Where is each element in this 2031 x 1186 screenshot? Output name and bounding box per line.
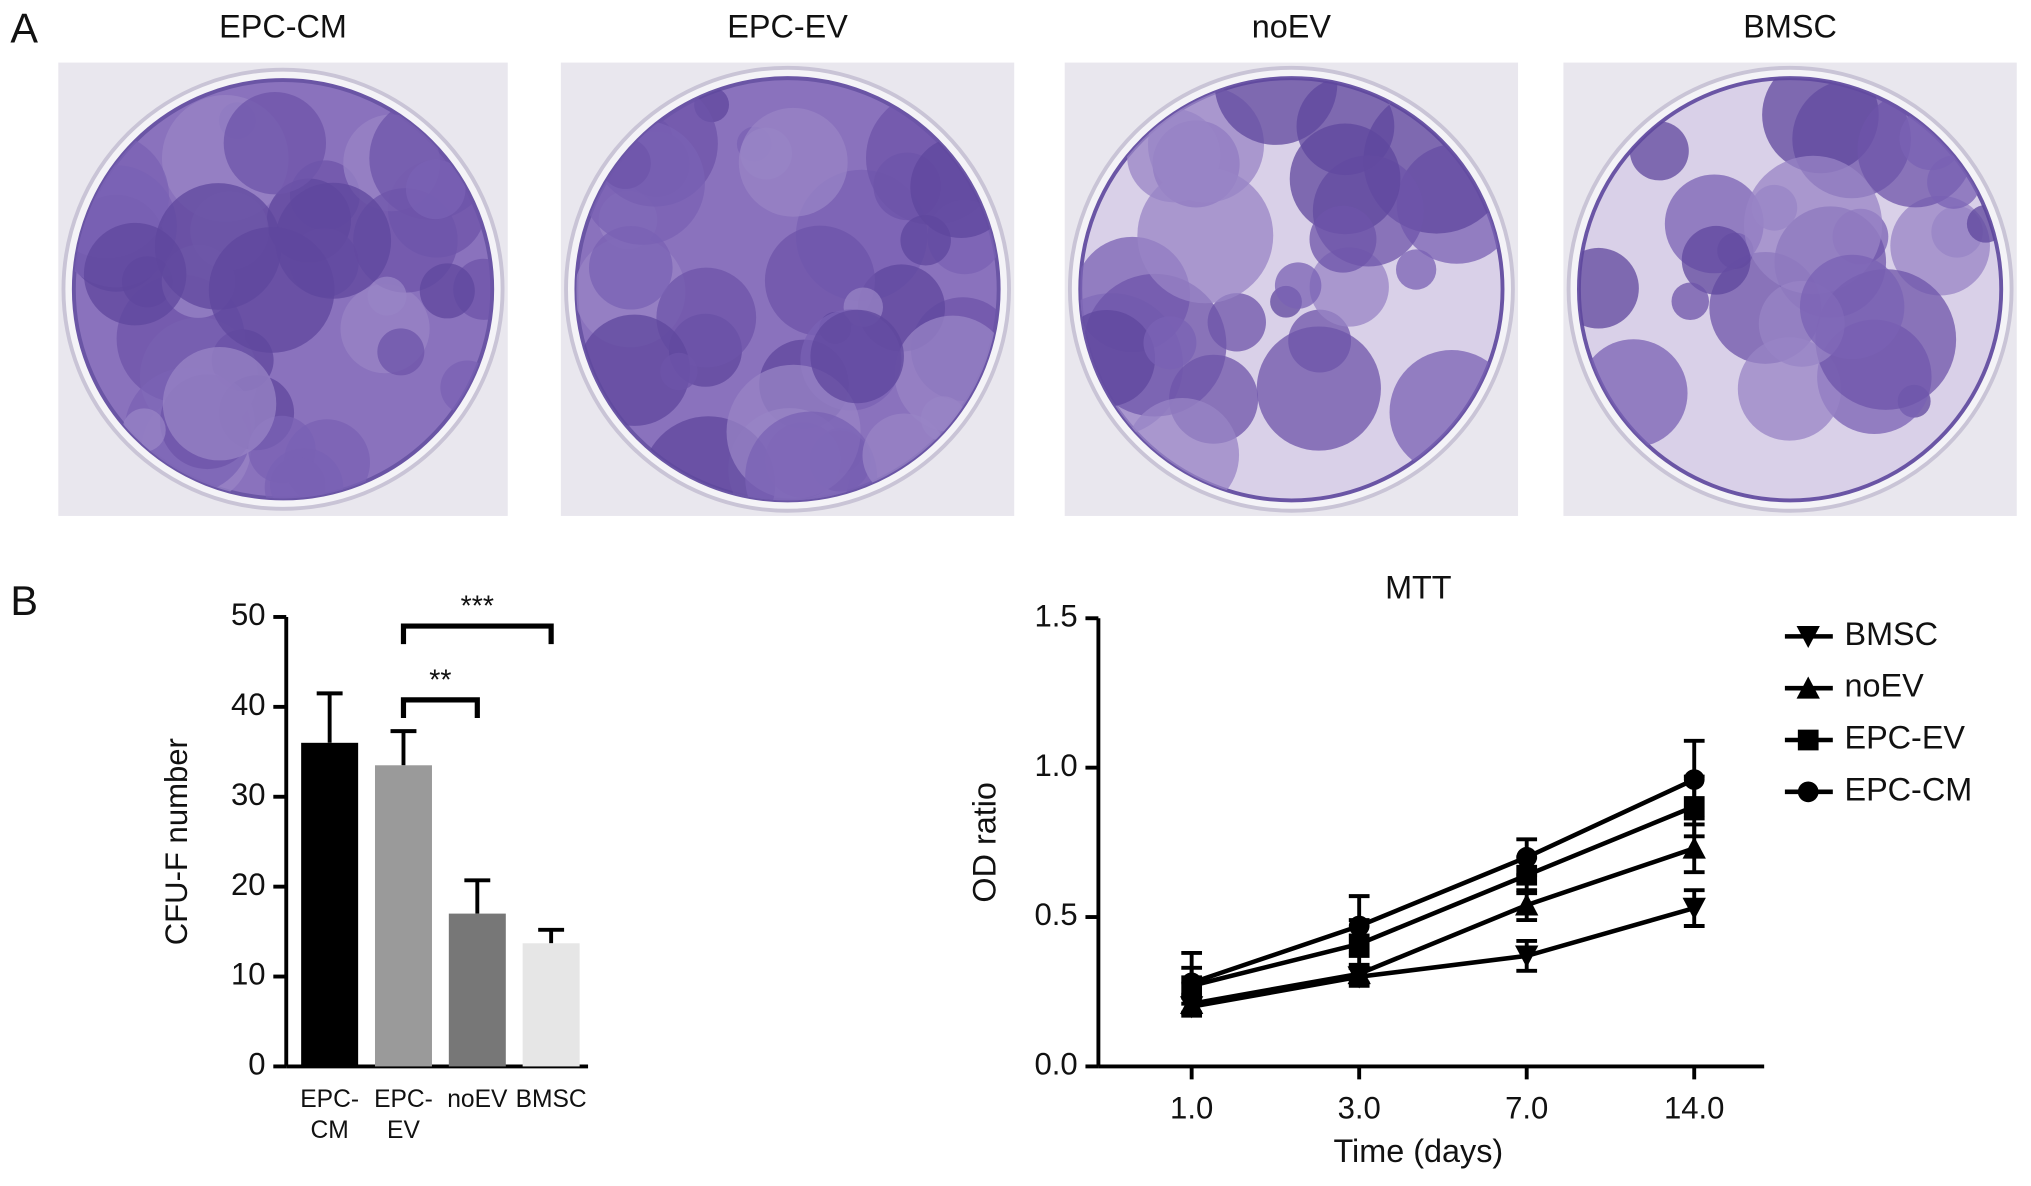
colony	[1137, 167, 1274, 304]
x-tick-line: EV	[387, 1117, 420, 1144]
significance-label: **	[429, 664, 451, 696]
bar	[522, 943, 580, 1067]
y-tick-label: 10	[231, 957, 266, 992]
y-tick-label: 0.5	[1034, 897, 1077, 932]
x-tick-line: noEV	[447, 1086, 508, 1113]
colony	[1143, 316, 1197, 370]
y-tick-label: 50	[231, 597, 266, 632]
colony	[223, 91, 327, 195]
marker	[1682, 897, 1706, 920]
legend-label: EPC-CM	[1844, 771, 1972, 807]
significance-bracket	[400, 623, 554, 645]
panel-label: B	[10, 577, 38, 624]
marker	[1516, 846, 1538, 868]
x-tick-line: EPC-	[300, 1086, 359, 1113]
marker	[1181, 972, 1203, 994]
colony	[738, 107, 848, 217]
image-label: EPC-CM	[219, 8, 347, 44]
y-axis-label: OD ratio	[967, 782, 1003, 903]
marker	[1797, 729, 1819, 751]
colony	[1681, 225, 1751, 295]
marker	[1515, 945, 1539, 968]
marker	[1515, 893, 1539, 916]
colony	[1256, 326, 1381, 451]
y-tick-label: 1.5	[1034, 598, 1077, 633]
image-label: EPC-EV	[727, 8, 848, 44]
colony	[1671, 282, 1710, 321]
colony	[1214, 78, 1338, 145]
colony	[208, 227, 335, 353]
x-tick-label: EPC- CM	[300, 1086, 359, 1144]
photo	[58, 62, 508, 516]
y-tick-label: 1.0	[1034, 748, 1077, 783]
marker	[1682, 836, 1706, 859]
y-axis-label: CFU-F number	[159, 738, 194, 945]
image-label: BMSC	[1743, 8, 1837, 44]
colony	[162, 346, 277, 461]
photo	[1563, 62, 2017, 516]
panel-label: A	[10, 4, 38, 51]
image-label: noEV	[1252, 8, 1332, 44]
marker	[1683, 769, 1705, 790]
photo	[1064, 62, 1519, 516]
x-tick-label: 1.0	[1170, 1091, 1213, 1126]
series-line	[1191, 846, 1695, 1006]
marker	[1797, 781, 1819, 803]
y-tick-label: 20	[231, 867, 266, 902]
colony	[745, 411, 878, 501]
bar	[374, 765, 432, 1067]
colony	[588, 225, 673, 310]
x-tick-label: noEV	[447, 1086, 508, 1113]
marker	[1347, 962, 1371, 985]
legend-label: EPC-EV	[1844, 720, 1965, 756]
colony	[1578, 247, 1639, 329]
colony	[1395, 249, 1437, 290]
bar	[301, 742, 359, 1067]
colony	[1289, 123, 1401, 235]
chart-title: MTT	[1385, 569, 1452, 605]
series-line	[1190, 777, 1696, 985]
y-tick-label: 0	[248, 1047, 265, 1082]
colony	[810, 309, 904, 404]
x-tick-label: EPC- EV	[374, 1086, 433, 1144]
bar	[448, 913, 506, 1067]
colonies	[576, 80, 999, 501]
marker	[1796, 626, 1820, 649]
x-tick-line: EPC-	[374, 1086, 433, 1113]
significance-bracket	[400, 697, 480, 718]
legend-label: noEV	[1844, 668, 1924, 704]
x-tick-line: BMSC	[516, 1086, 587, 1113]
marker	[1348, 915, 1370, 937]
legend-label: BMSC	[1844, 616, 1938, 652]
marker	[1796, 676, 1820, 699]
colony	[270, 457, 326, 499]
series-line	[1191, 804, 1696, 988]
colony	[1890, 195, 1990, 296]
series-line	[1191, 905, 1695, 1009]
colony	[367, 276, 407, 316]
x-tick-label: BMSC	[516, 1086, 587, 1113]
colony	[1309, 205, 1377, 273]
colony	[377, 328, 425, 376]
colony	[419, 263, 475, 319]
x-tick-line: CM	[311, 1117, 349, 1144]
significance-label: ***	[461, 590, 494, 622]
colony	[1751, 184, 1798, 231]
x-tick-label: 3.0	[1338, 1091, 1381, 1126]
x-tick-label: 7.0	[1505, 1091, 1548, 1126]
colony	[1274, 262, 1322, 309]
photo	[560, 62, 1015, 516]
colony	[405, 159, 466, 220]
colony	[1799, 254, 1905, 360]
colony	[660, 352, 698, 391]
y-tick-label: 40	[231, 687, 266, 722]
y-tick-label: 0.0	[1034, 1047, 1077, 1082]
y-tick-label: 30	[231, 777, 266, 812]
x-tick-label: 14.0	[1664, 1091, 1725, 1126]
x-axis-label: Time (days)	[1333, 1133, 1503, 1169]
